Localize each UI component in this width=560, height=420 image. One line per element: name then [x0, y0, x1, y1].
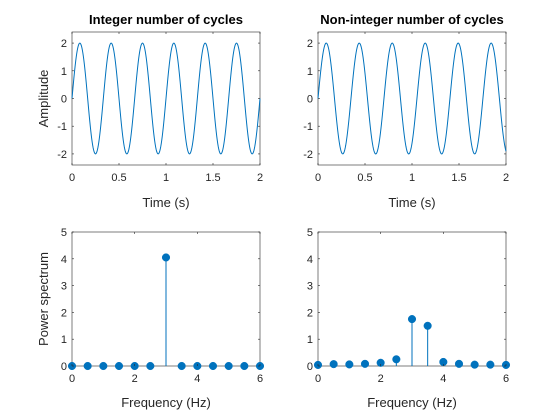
stem-marker	[360, 359, 370, 368]
stem-marker	[114, 361, 124, 371]
x-tick-label: 1.5	[451, 172, 466, 184]
stem-marker	[423, 321, 432, 330]
y-axis-label: Amplitude	[36, 70, 51, 128]
tick-marks: 0 0.5 1 1.5 2 -2 -1 0 1 2	[57, 32, 263, 184]
x-axis-label: Frequency (Hz)	[367, 395, 457, 410]
y-tick-label: 1	[307, 66, 313, 78]
stem-marker	[329, 360, 338, 369]
tick-marks: 0 2 4 6 0 1 2 3 4 5	[307, 227, 509, 385]
tick-marks: 0 2 4 6 0 1 2 3 4 5	[61, 227, 263, 385]
x-tick-label: 4	[440, 373, 446, 385]
y-tick-label: 1	[307, 334, 313, 346]
y-tick-label: 4	[61, 254, 67, 266]
plot-area	[313, 315, 511, 369]
subplot-time-integer: Integer number of cycles 0 0.5 1 1.5 2 -2 -1 0 1…	[36, 12, 263, 210]
y-tick-label: 4	[307, 254, 313, 266]
y-tick-label: 1	[61, 66, 67, 78]
y-axis-label: Power spectrum	[36, 252, 51, 346]
x-tick-label: 2	[378, 373, 384, 385]
subplot-spectrum-integer: 0 2 4 6 0 1 2 3 4 5 Frequency (Hz) Power spectrum	[36, 227, 265, 410]
y-tick-label: 0	[61, 94, 67, 106]
x-tick-label: 0	[69, 373, 75, 385]
subplot-time-noninteger: Non-integer number of cycles 0 0.5 1 1.5 2 -2…	[303, 12, 509, 210]
subplot-title: Integer number of cycles	[89, 12, 243, 27]
stem-marker	[208, 361, 218, 371]
y-tick-label: 5	[307, 227, 313, 239]
x-tick-label: 0	[69, 172, 75, 184]
stem-marker	[454, 359, 464, 368]
y-tick-label: 3	[307, 281, 313, 293]
x-tick-label: 0.5	[111, 172, 126, 184]
y-tick-label: -2	[303, 149, 313, 161]
x-tick-label: 2	[503, 172, 509, 184]
x-tick-label: 0.5	[357, 172, 372, 184]
subplot-title: Non-integer number of cycles	[320, 12, 503, 27]
x-axis-label: Time (s)	[388, 195, 435, 210]
plot-area	[67, 253, 265, 371]
series-line	[71, 42, 261, 155]
x-tick-label: 1.5	[205, 172, 220, 184]
x-tick-label: 0	[315, 172, 321, 184]
stem-marker	[161, 253, 171, 262]
y-tick-label: 5	[61, 227, 67, 239]
x-tick-label: 2	[257, 172, 263, 184]
y-tick-label: 2	[307, 307, 313, 319]
x-tick-label: 1	[409, 172, 415, 184]
x-tick-label: 4	[194, 373, 200, 385]
plot-area	[317, 42, 507, 155]
stem-marker	[177, 361, 186, 371]
subplot-spectrum-noninteger: 0 2 4 6 0 1 2 3 4 5 Frequency (Hz)	[307, 227, 511, 410]
stem-marker	[486, 360, 495, 369]
x-tick-label: 6	[503, 373, 509, 385]
x-axis-label: Frequency (Hz)	[121, 395, 211, 410]
y-tick-label: 0	[307, 94, 313, 106]
y-tick-label: 0	[61, 361, 67, 373]
series-line	[317, 42, 507, 155]
y-tick-label: -1	[303, 121, 313, 133]
y-tick-label: 3	[61, 281, 67, 293]
y-tick-label: -1	[57, 121, 67, 133]
x-axis-label: Time (s)	[142, 195, 189, 210]
stem-marker	[146, 361, 155, 371]
x-tick-label: 0	[315, 373, 321, 385]
stem-marker	[224, 361, 233, 371]
y-tick-label: 2	[307, 38, 313, 50]
y-tick-label: -2	[57, 149, 67, 161]
stem-marker	[376, 358, 385, 367]
stem-marker	[392, 355, 401, 364]
tick-marks: 0 0.5 1 1.5 2 -2 -1 0 1 2	[303, 32, 509, 184]
y-tick-label: 2	[61, 38, 67, 50]
stem-marker	[407, 315, 417, 324]
y-tick-label: 1	[61, 334, 67, 346]
x-tick-label: 6	[257, 373, 263, 385]
stem-marker	[240, 361, 249, 371]
stem-marker	[83, 361, 92, 371]
x-tick-label: 2	[132, 373, 138, 385]
stem-marker	[470, 360, 479, 369]
x-tick-label: 1	[163, 172, 169, 184]
stem-marker	[345, 360, 354, 369]
y-tick-label: 0	[307, 361, 313, 373]
stem-marker	[99, 361, 108, 371]
y-tick-label: 2	[61, 307, 67, 319]
plot-area	[71, 42, 261, 155]
